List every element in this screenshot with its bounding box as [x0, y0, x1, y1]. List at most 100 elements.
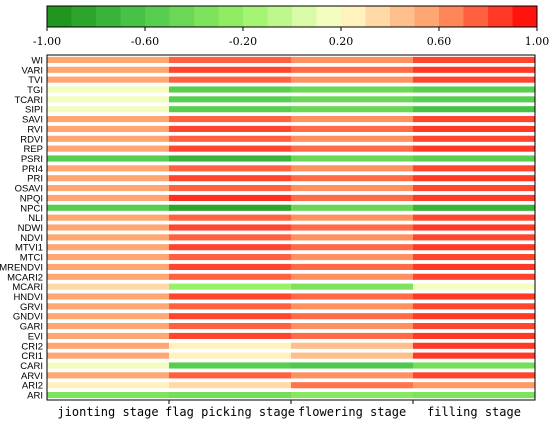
colorbar-swatch [218, 6, 244, 27]
heatmap-cell [291, 293, 414, 300]
colorbar-swatch [120, 6, 146, 27]
heatmap-cell [169, 145, 292, 152]
row-label: NPCI [20, 203, 43, 214]
heatmap-cell [413, 254, 536, 261]
colorbar-swatch [71, 6, 97, 27]
heatmap-cell [291, 175, 414, 182]
heatmap-cell [291, 135, 414, 142]
colorbar-tick-label: -0.60 [131, 35, 159, 48]
heatmap-cell [47, 372, 170, 379]
heatmap-cell [291, 362, 414, 369]
heatmap-cell [291, 254, 414, 261]
row-label: NLI [28, 213, 43, 224]
heatmap-cell [291, 332, 414, 339]
heatmap-cell [47, 106, 170, 113]
heatmap-cell [47, 244, 170, 251]
row-label: CRI1 [21, 351, 43, 362]
heatmap-cell [413, 76, 536, 83]
colorbar-swatch [316, 6, 342, 27]
heatmap-cell [291, 392, 414, 399]
heatmap-cell [169, 56, 292, 63]
heatmap-cell [169, 175, 292, 182]
heatmap-cell [47, 283, 170, 290]
heatmap-cell [291, 145, 414, 152]
colorbar-swatch [292, 6, 317, 27]
heatmap-cell [169, 165, 292, 172]
row-label: SAVI [22, 115, 43, 126]
heatmap-cell [291, 303, 414, 310]
heatmap-cell [291, 372, 414, 379]
heatmap-cell [47, 323, 170, 330]
stage-dividers [168, 400, 414, 404]
heatmap-cell [169, 96, 292, 103]
heatmap-cell [47, 204, 170, 211]
heatmap-cell [413, 56, 536, 63]
colorbar-frame [46, 5, 538, 28]
colorbar-swatch [414, 6, 440, 27]
colorbar-tick-label: -0.20 [229, 35, 257, 48]
heatmap-cell [413, 332, 536, 339]
heatmap-cell [47, 303, 170, 310]
column-label: jionting stage [57, 405, 158, 419]
heatmap-cell [413, 263, 536, 270]
column-label: flag picking stage [165, 405, 295, 419]
row-label: REP [23, 144, 43, 155]
heatmap-cell [47, 66, 170, 73]
row-label: MCARI [12, 282, 43, 293]
heatmap-cell [47, 214, 170, 221]
colorbar-swatch [390, 6, 415, 27]
heatmap-cell [291, 96, 414, 103]
heatmap-cell [291, 66, 414, 73]
heatmap-cell [413, 392, 536, 399]
row-label: RVI [27, 124, 43, 135]
heatmap-cell [169, 293, 292, 300]
heatmap-cell [47, 116, 170, 123]
heatmap-cell [47, 86, 170, 93]
heatmap-cell [47, 175, 170, 182]
heatmap-cell [291, 244, 414, 251]
heatmap-cell [291, 283, 414, 290]
row-label: OSAVI [15, 184, 43, 195]
heatmap-cell [291, 313, 414, 320]
row-label: EVI [28, 331, 43, 342]
heatmap-cell [169, 76, 292, 83]
heatmap-cell [169, 185, 292, 192]
heatmap-cell [47, 165, 170, 172]
heatmap-cell [169, 263, 292, 270]
row-label: MRENDVI [0, 262, 43, 273]
heatmap-cell [413, 135, 536, 142]
row-label: WI [31, 55, 43, 66]
heatmap-cell [47, 96, 170, 103]
heatmap-cell [413, 96, 536, 103]
heatmap-cell [291, 234, 414, 241]
row-label: RDVI [20, 134, 43, 145]
heatmap-cell [47, 125, 170, 132]
heatmap-cell [47, 56, 170, 63]
heatmap-cell [47, 382, 170, 389]
heatmap-cell [47, 352, 170, 359]
heatmap-cell [291, 263, 414, 270]
heatmap-cell [291, 56, 414, 63]
heatmap-cell [169, 86, 292, 93]
row-label: PSRI [21, 154, 43, 165]
colorbar-swatch [267, 6, 293, 27]
heatmap-cell [169, 254, 292, 261]
heatmap-cell [169, 135, 292, 142]
row-label: GRVI [20, 302, 43, 313]
row-label: NDVI [20, 233, 43, 244]
heatmap-cell [291, 273, 414, 280]
colorbar-swatch [365, 6, 391, 27]
heatmap-cell [413, 155, 536, 162]
heatmap-cell [291, 382, 414, 389]
heatmap-cell [291, 323, 414, 330]
heatmap-cell [47, 76, 170, 83]
heatmap-cell [413, 293, 536, 300]
colorbar-swatch [243, 6, 268, 27]
colorbar-swatch [463, 6, 489, 27]
heatmap-cell [413, 224, 536, 231]
heatmap-cell [47, 224, 170, 231]
row-label: TGI [27, 85, 43, 96]
heatmap-cell [291, 214, 414, 221]
heatmap-cell [413, 66, 536, 73]
colorbar-swatch [96, 6, 121, 27]
